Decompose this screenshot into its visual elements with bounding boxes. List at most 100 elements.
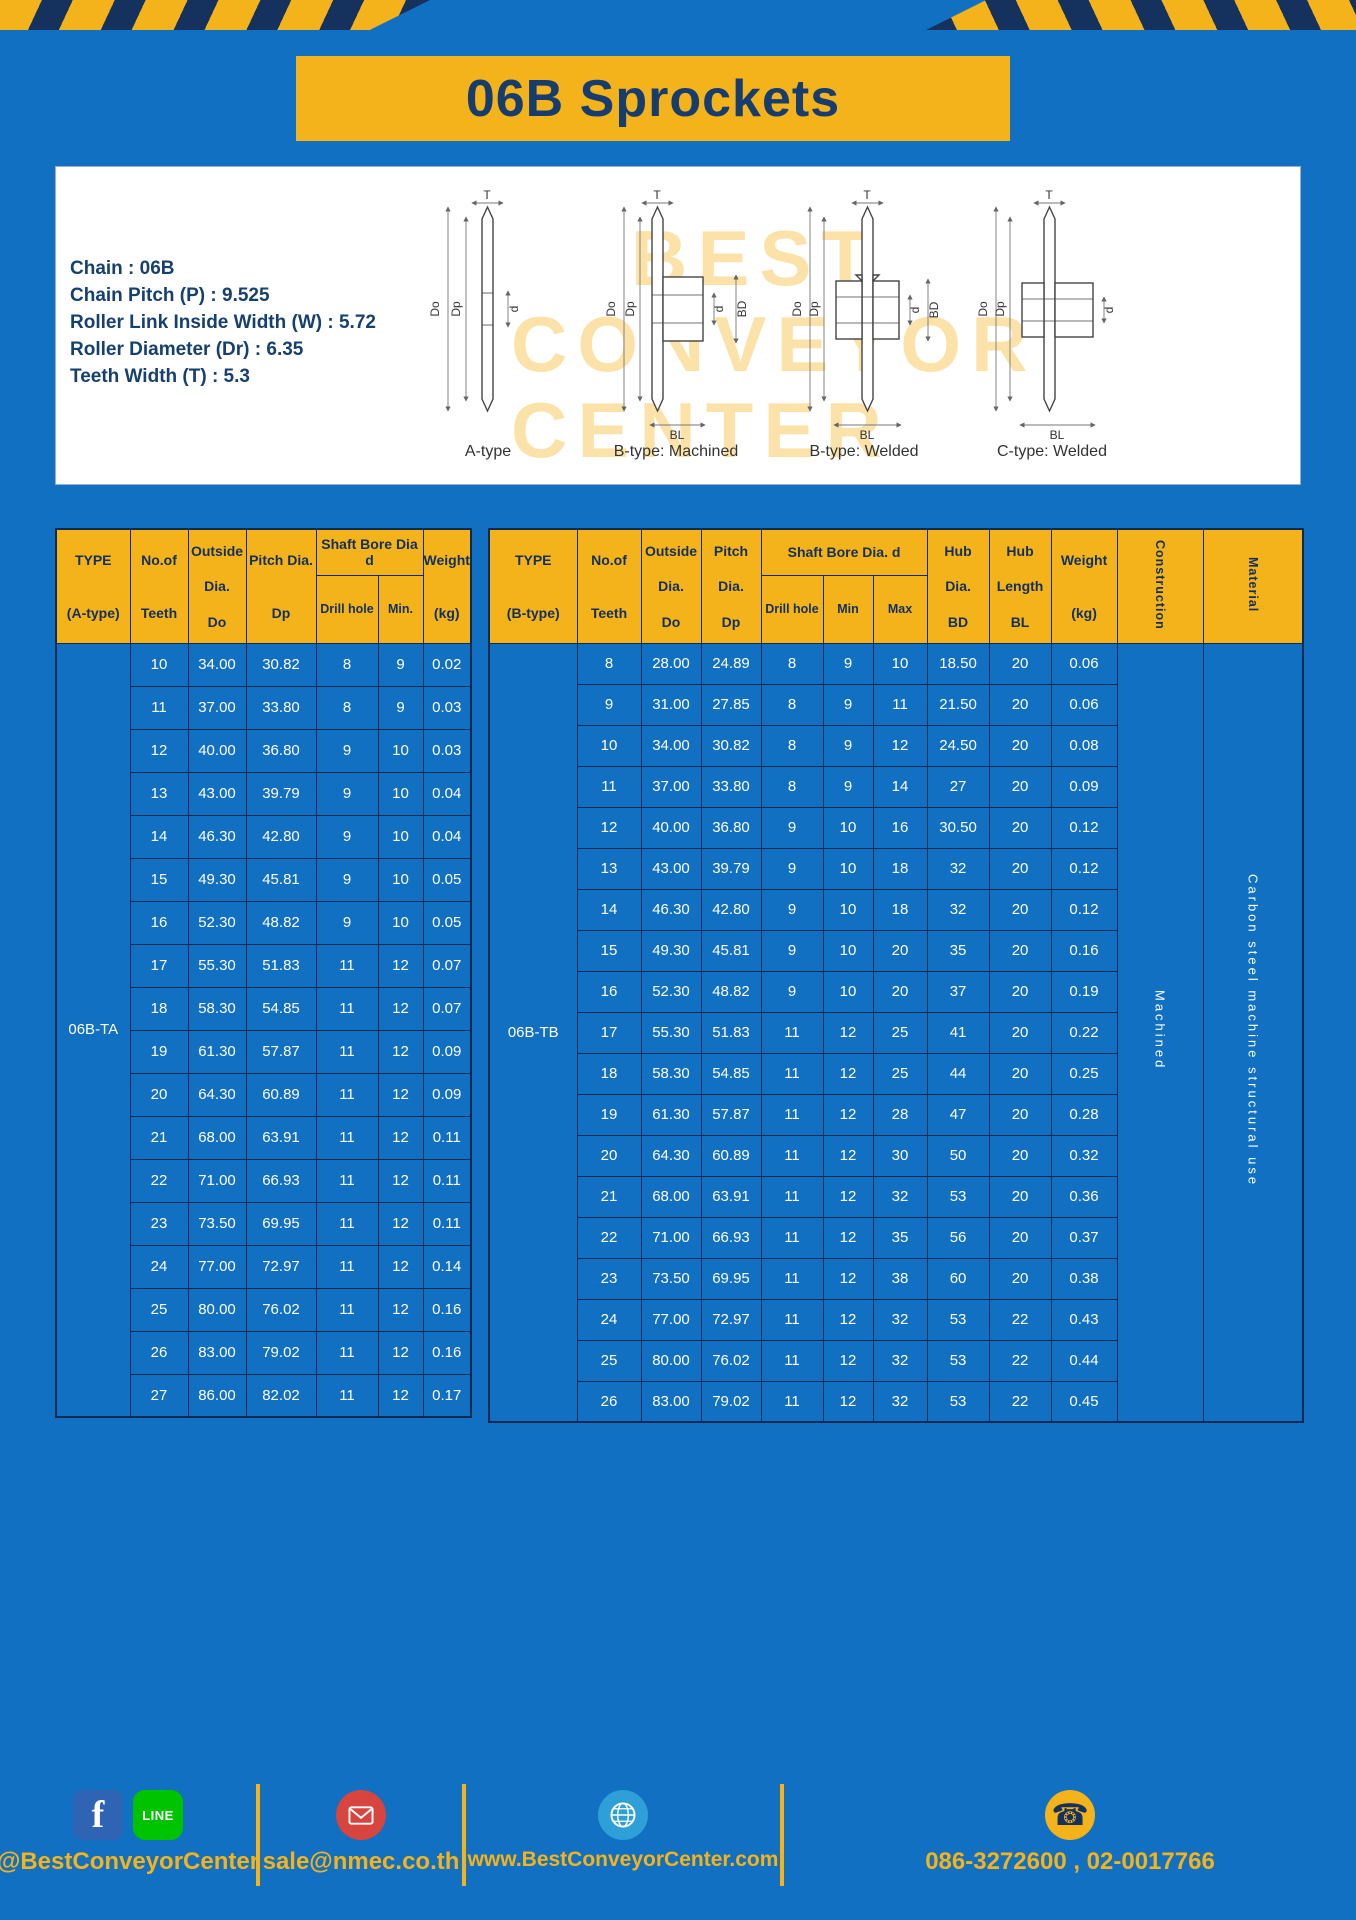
data-cell: 43.00 — [187, 771, 247, 816]
data-cell: 17 — [129, 943, 189, 988]
data-cell: 77.00 — [187, 1244, 247, 1289]
data-cell: 25 — [872, 1052, 928, 1095]
data-cell: 27 — [129, 1373, 189, 1418]
line-icon[interactable]: LINE — [133, 1790, 183, 1840]
data-cell: 18 — [129, 986, 189, 1031]
data-cell: 61.30 — [187, 1029, 247, 1074]
table-row: 19 61.30 57.87 11 12 28 47 20 0.28 — [489, 1093, 1303, 1136]
data-cell: 83.00 — [187, 1330, 247, 1375]
data-cell: 54.85 — [700, 1052, 762, 1095]
data-cell: 30.82 — [700, 724, 762, 767]
data-cell: 9 — [760, 888, 824, 931]
dim-label-dp: Dp — [623, 301, 637, 317]
data-cell: 21 — [129, 1115, 189, 1160]
data-cell: 20 — [988, 1093, 1052, 1136]
footer-divider — [256, 1784, 260, 1886]
data-cell: 19 — [576, 1093, 642, 1136]
header-outside-dia: Outside Dia. Do — [640, 528, 702, 644]
data-cell: 0.07 — [422, 943, 472, 988]
data-cell: 11 — [760, 1380, 824, 1423]
table-row: 12 40.00 36.80 9 10 0.03 — [56, 728, 472, 773]
data-cell: 12 — [822, 1052, 874, 1095]
data-cell: 39.79 — [245, 771, 317, 816]
data-cell: 11 — [760, 1134, 824, 1177]
header-max: Max — [872, 574, 928, 644]
data-cell: 46.30 — [187, 814, 247, 859]
data-cell: 45.81 — [245, 857, 317, 902]
data-cell: 18 — [576, 1052, 642, 1095]
data-cell: 79.02 — [245, 1330, 317, 1375]
type-cell: 06B-TA — [55, 642, 131, 1418]
title-banner: 06B Sprockets — [296, 56, 1010, 141]
table-row: 25 80.00 76.02 11 12 0.16 — [56, 1287, 472, 1332]
footer-divider — [462, 1784, 466, 1886]
data-cell: 0.28 — [1050, 1093, 1118, 1136]
data-cell: 10 — [129, 642, 189, 687]
data-cell: 12 — [822, 1257, 874, 1300]
footer-social-section: f LINE @BestConveyorCenter — [0, 1782, 260, 1888]
data-cell: 12 — [129, 728, 189, 773]
data-cell: 0.06 — [1050, 683, 1118, 726]
data-cell: 8 — [760, 765, 824, 808]
data-cell: 33.80 — [700, 765, 762, 808]
data-cell: 12 — [377, 1244, 424, 1289]
data-cell: 10 — [377, 857, 424, 902]
data-cell: 14 — [872, 765, 928, 808]
email-icon[interactable] — [336, 1790, 386, 1840]
table-row: 13 43.00 39.79 9 10 18 32 20 0.12 — [489, 847, 1303, 890]
data-cell: 66.93 — [700, 1216, 762, 1259]
social-handle[interactable]: @BestConveyorCenter — [0, 1848, 260, 1875]
website-url[interactable]: www.BestConveyorCenter.com — [467, 1848, 779, 1871]
data-cell: 39.79 — [700, 847, 762, 890]
data-cell: 20 — [988, 1216, 1052, 1259]
data-cell: 32 — [926, 888, 990, 931]
data-cell: 43.00 — [640, 847, 702, 890]
data-cell: 71.00 — [187, 1158, 247, 1203]
facebook-icon[interactable]: f — [73, 1790, 123, 1840]
table-b-body: 06B-TB 8 28.00 24.89 8 9 10 18.50 20 0.06 Machined… — [488, 642, 1304, 1423]
data-cell: 51.83 — [245, 943, 317, 988]
top-left-hazard-stripes — [0, 0, 430, 30]
data-cell: 77.00 — [640, 1298, 702, 1341]
footer-divider — [780, 1784, 784, 1886]
data-cell: 49.30 — [187, 857, 247, 902]
phone-icon[interactable]: ☎ — [1045, 1790, 1095, 1840]
data-cell: 27 — [926, 765, 990, 808]
data-cell: 22 — [988, 1380, 1052, 1423]
footer-website-section: www.BestConveyorCenter.com — [466, 1782, 780, 1888]
data-cell: 14 — [129, 814, 189, 859]
table-row: 06B-TA 10 34.00 30.82 8 9 0.02 — [55, 642, 472, 1418]
data-cell: 11 — [315, 1158, 379, 1203]
dim-label-dp: Dp — [807, 301, 821, 317]
data-cell: 61.30 — [640, 1093, 702, 1136]
data-cell: 8 — [576, 642, 642, 685]
phone-numbers[interactable]: 086-3272600 , 02-0017766 — [925, 1848, 1215, 1875]
email-address[interactable]: sale@nmec.co.th — [262, 1848, 460, 1875]
data-cell: 53 — [926, 1380, 990, 1423]
data-cell: 11 — [315, 1330, 379, 1375]
table-row: 14 46.30 42.80 9 10 0.04 — [56, 814, 472, 859]
header-material: Material — [1202, 528, 1304, 644]
globe-icon[interactable] — [598, 1790, 648, 1840]
diagram-a-type: T Do Dp d A-type — [402, 189, 574, 461]
data-cell: 42.80 — [700, 888, 762, 931]
table-row: 25 80.00 76.02 11 12 32 53 22 0.44 — [489, 1339, 1303, 1382]
header-outside-dia: Outside Dia. Do — [187, 528, 247, 644]
data-cell: 9 — [576, 683, 642, 726]
spec-line: Chain : 06B — [70, 258, 175, 279]
header-drill-hole: Drill hole — [760, 574, 824, 644]
dim-label-d: d — [1102, 307, 1116, 314]
data-cell: 76.02 — [700, 1339, 762, 1382]
data-cell: 0.09 — [422, 1072, 472, 1117]
footer-email-section: sale@nmec.co.th — [260, 1782, 462, 1888]
data-cell: 25 — [576, 1339, 642, 1382]
header-construction: Construction — [1116, 528, 1204, 644]
data-cell: 12 — [377, 1201, 424, 1246]
data-cell: 15 — [576, 929, 642, 972]
top-right-hazard-stripes — [926, 0, 1356, 30]
diagram-caption: C-type: Welded — [997, 443, 1107, 460]
header-bore-group: Shaft Bore Dia d — [315, 528, 424, 576]
sprocket-cross-section — [1043, 205, 1056, 413]
table-row: 06B-TB 8 28.00 24.89 8 9 10 18.50 20 0.06 Machined… — [488, 642, 1304, 1423]
data-cell: 8 — [760, 683, 824, 726]
